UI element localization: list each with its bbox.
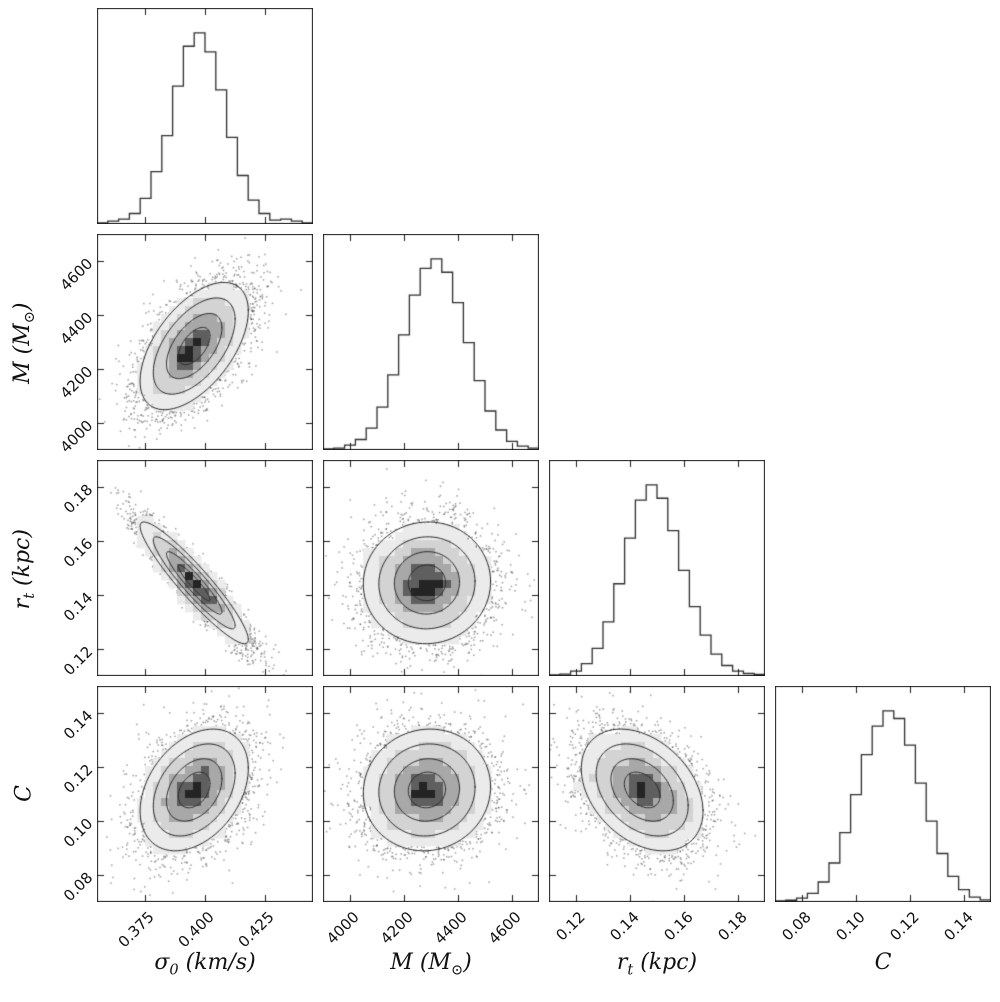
x-axis-title-M: M (M⊙) [390, 950, 472, 979]
y-tick-label: 0.14 [60, 706, 97, 743]
y-tick-label: 0.10 [60, 814, 97, 851]
scatter-panel-sigma0-M [97, 234, 313, 450]
y-tick-label: 4000 [56, 416, 97, 457]
scatter-panel-M-rt [323, 460, 539, 676]
y-axis-title-C: C [11, 785, 37, 802]
y-tick-label: 0.12 [60, 760, 97, 797]
y-tick-label: 4600 [56, 254, 97, 295]
scatter-panel-sigma0-rt [97, 460, 313, 676]
x-axis-title-C: C [874, 950, 892, 975]
hist-panel-sigma0 [97, 8, 313, 224]
scatter-panel-sigma0-C [97, 686, 313, 902]
y-tick-label: 0.14 [60, 588, 97, 625]
x-axis-title-rt: rt (kpc) [616, 950, 698, 979]
y-axis-title-M: M (M⊙) [9, 302, 39, 384]
x-axis-title-sigma0: σ0 (km/s) [154, 950, 256, 979]
hist-panel-M [323, 234, 539, 450]
y-tick-label: 0.18 [60, 480, 97, 517]
y-axis-title-rt: rt (kpc) [9, 529, 39, 610]
scatter-panel-rt-C [549, 686, 765, 902]
y-tick-label: 4200 [56, 362, 97, 403]
y-tick-label: 0.16 [60, 534, 97, 571]
y-tick-label: 4400 [56, 308, 97, 349]
hist-panel-rt [549, 460, 765, 676]
hist-panel-C [775, 686, 991, 902]
y-tick-label: 0.12 [60, 642, 97, 679]
scatter-panel-M-C [323, 686, 539, 902]
y-tick-label: 0.08 [60, 868, 97, 905]
